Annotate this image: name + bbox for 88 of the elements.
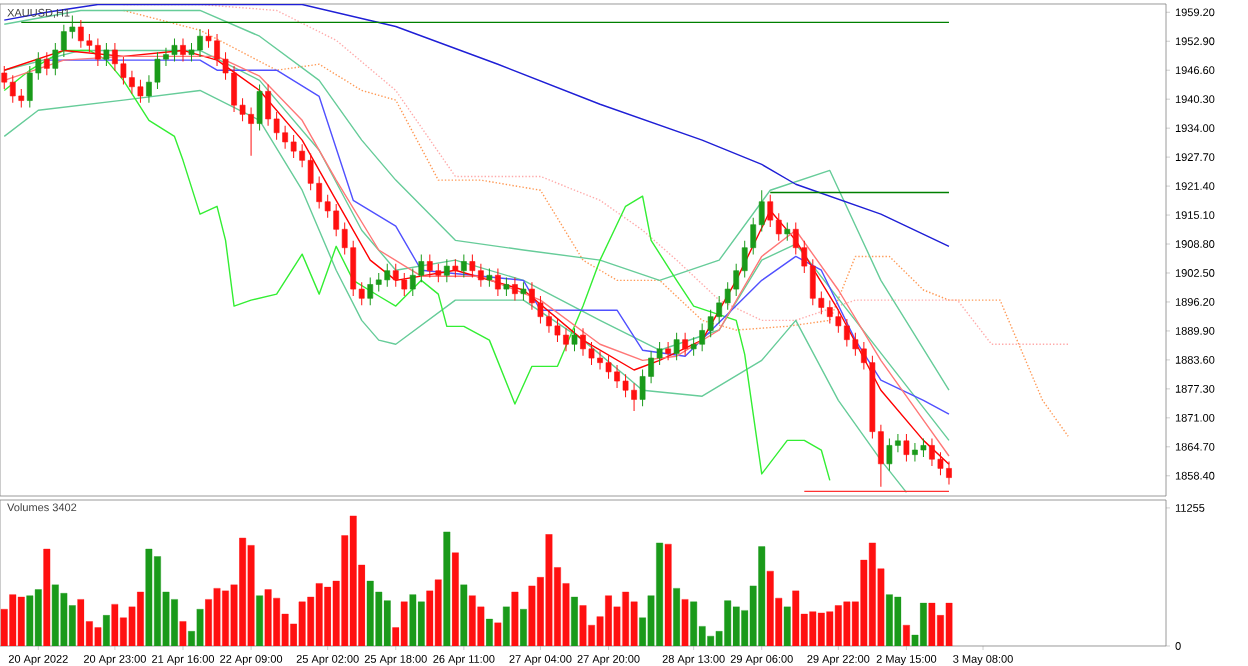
candlestick [554,318,561,343]
candlestick [188,42,195,62]
candlestick [903,433,910,463]
bar [920,602,927,646]
candlestick [443,258,450,283]
candlestick [520,281,527,302]
candlestick [418,254,425,283]
candlestick [103,42,110,67]
candlestick [375,272,382,292]
candlestick [605,355,612,380]
candlestick [503,277,510,297]
candlestick [401,272,408,297]
candlestick [461,254,467,279]
bar [528,585,536,646]
bar [77,599,85,646]
candlestick [512,277,518,302]
line-series [3,89,908,494]
candlestick [920,438,927,458]
candlestick [137,79,144,104]
bar [732,606,740,646]
bar [324,586,332,646]
candlestick [673,332,680,361]
bar [928,602,936,646]
candlestick [171,37,178,62]
bar [102,615,110,646]
candlestick [682,332,688,357]
bar [494,622,502,646]
bar [783,606,791,646]
candlestick [495,267,501,297]
bar [571,596,578,646]
bar [460,584,468,646]
candlestick [835,309,842,334]
bar [417,601,425,646]
candlestick [9,74,16,104]
candlestick [571,327,578,352]
candlestick [622,373,629,398]
candlestick [852,332,859,357]
bar [26,595,34,646]
bar [443,531,451,646]
bar [690,601,698,646]
bar [145,548,153,646]
candlestick [886,438,893,472]
candlestick [784,221,791,242]
candlestick [767,194,774,228]
bar [579,605,587,646]
bar [681,599,689,646]
candlestick [86,33,93,53]
bar [17,596,25,646]
candlestick [367,277,374,306]
candlestick [469,254,476,279]
line-series [3,4,950,248]
candlestick [120,56,127,85]
candlestick [452,258,459,279]
bar [315,583,323,646]
candlestick [537,295,544,325]
candlestick [384,263,391,288]
bar [885,594,893,646]
candlestick [937,451,944,476]
bar [519,608,527,646]
bar [137,591,144,646]
line-series [122,9,1069,437]
candlestick [290,134,297,159]
bar [179,621,187,646]
candlestick [392,263,399,288]
bar [511,591,519,646]
candlestick [665,341,671,361]
candlestick [43,51,50,76]
bar [247,545,255,646]
bar [945,602,953,646]
line-series [3,9,950,391]
candlestick [154,51,161,90]
bar [34,589,42,646]
candlestick [690,336,697,357]
candlestick [486,267,493,288]
candlestick [707,309,714,338]
bar [894,596,902,646]
bar [792,590,800,646]
bar [485,618,493,646]
candlestick [180,37,186,62]
bar [902,624,910,646]
bar [545,534,553,646]
candlestick [256,83,263,131]
candlestick [18,88,25,108]
candlestick [1,65,8,90]
candlestick [588,341,595,366]
bar [264,589,272,646]
candlestick [435,263,442,283]
bar [451,552,459,646]
